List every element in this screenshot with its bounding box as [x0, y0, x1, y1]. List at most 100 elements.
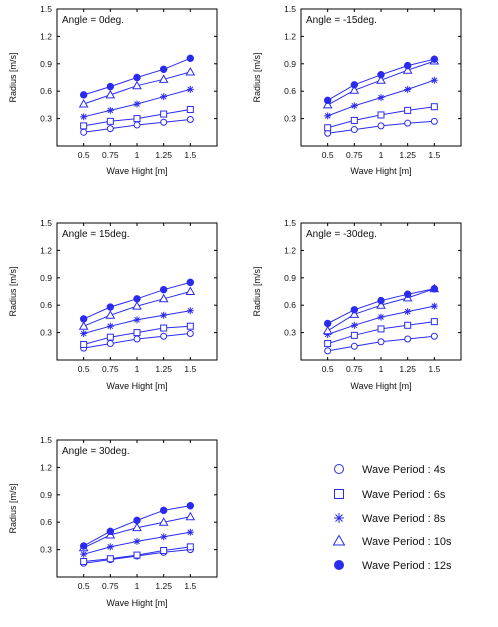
chart-title: Angle = 0deg.: [62, 15, 124, 26]
series-asterisk: [80, 85, 194, 121]
data-point: [106, 527, 115, 536]
y-tick-label: 0.9: [284, 59, 296, 69]
series-circle-filled: [323, 55, 439, 105]
x-tick-label: 1.25: [155, 364, 172, 374]
series-asterisk: [324, 76, 438, 120]
data-point: [350, 342, 358, 350]
data-point: [79, 91, 88, 99]
data-point: [350, 102, 358, 110]
series-square-open: [324, 103, 438, 132]
data-point: [78, 321, 89, 330]
data-point: [186, 105, 194, 113]
series-circle-filled: [79, 502, 195, 550]
data-point: [106, 125, 114, 133]
x-tick-label: 0.75: [346, 364, 363, 374]
axis-ticks: 0.5 0.75 1 1.25 1.5 0.3 0.6 0.9 1.2 1.5: [284, 4, 461, 160]
data-point: [80, 557, 88, 565]
data-point: [324, 340, 332, 348]
data-point: [158, 74, 169, 83]
data-point: [133, 115, 141, 123]
data-point: [430, 55, 439, 63]
data-point: [133, 537, 141, 545]
y-tick-label: 0.6: [40, 86, 52, 96]
data-point: [80, 330, 88, 338]
series-layer: [78, 278, 196, 352]
y-tick-label: 1.5: [284, 218, 296, 228]
data-point: [324, 347, 332, 355]
legend-item-6s: Wave Period : 6s: [334, 489, 446, 501]
data-point: [158, 517, 169, 526]
series-asterisk: [324, 302, 438, 338]
y-tick-label: 0.9: [284, 273, 296, 283]
series-circle-open: [80, 330, 194, 352]
chart-angle-30: Angle = 30deg. Radius [m/s] Wave Hight […: [8, 435, 218, 608]
data-point: [324, 124, 332, 132]
y-tick-label: 1.2: [284, 31, 296, 41]
x-tick-label: 0.75: [102, 581, 119, 591]
legend-label: Wave Period : 4s: [362, 464, 446, 476]
x-tick-label: 0.5: [78, 364, 90, 374]
x-tick-label: 1.5: [184, 364, 196, 374]
x-tick-label: 1: [379, 364, 384, 374]
data-point: [430, 285, 439, 293]
chart-title: Angle = 15deg.: [62, 229, 130, 240]
data-point: [133, 316, 141, 324]
data-point: [430, 76, 438, 84]
data-point: [79, 542, 88, 550]
legend-item-12s: Wave Period : 12s: [334, 560, 452, 572]
data-point: [160, 311, 168, 319]
data-point: [377, 94, 385, 102]
legend-item-8s: Wave Period : 8s: [334, 513, 446, 525]
data-point: [324, 112, 332, 120]
data-point: [132, 522, 142, 532]
data-point: [377, 296, 385, 305]
data-point: [106, 106, 114, 114]
data-point: [186, 85, 194, 93]
data-point: [350, 126, 358, 134]
data-point: [350, 306, 359, 314]
data-point: [132, 301, 142, 310]
chart-angle-0: Angle = 0deg. Radius [m/s] Wave Hight [m…: [8, 4, 218, 176]
data-point: [160, 533, 168, 541]
data-point: [430, 117, 438, 125]
data-point: [159, 506, 168, 515]
legend-label: Wave Period : 10s: [362, 536, 452, 548]
x-axis-label: Wave Hight [m]: [106, 598, 167, 608]
data-point: [403, 61, 412, 70]
y-tick-label: 0.6: [40, 300, 52, 310]
x-tick-label: 1: [135, 581, 140, 591]
chart-angle-minus-30: Angle = -30deg. Radius [m/s] Wave Hight …: [252, 218, 462, 391]
data-point: [133, 516, 141, 525]
legend-label: Wave Period : 12s: [362, 560, 452, 572]
y-tick-label: 0.9: [40, 490, 52, 500]
legend-label: Wave Period : 6s: [362, 489, 446, 501]
data-point: [133, 335, 141, 343]
series-triangle-open: [78, 67, 196, 108]
data-point: [323, 319, 332, 328]
data-point: [80, 128, 88, 136]
series-layer: [322, 283, 440, 355]
data-point: [403, 290, 412, 298]
series-circle-filled: [79, 54, 195, 99]
x-tick-label: 1.5: [428, 364, 440, 374]
chart-angle-15: Angle = 15deg. Radius [m/s] Wave Hight […: [8, 218, 218, 391]
data-point: [158, 293, 169, 303]
data-point: [186, 330, 194, 338]
series-circle-open: [80, 116, 194, 136]
data-point: [105, 310, 116, 319]
data-point: [430, 103, 438, 111]
data-point: [160, 547, 168, 555]
legend: Wave Period : 4s Wave Period : 6s Wave P…: [332, 464, 452, 572]
x-tick-label: 1.5: [184, 581, 196, 591]
y-tick-label: 0.9: [40, 59, 52, 69]
y-tick-label: 1.5: [284, 4, 296, 14]
series-square-open: [80, 543, 194, 565]
circle-filled-icon: [334, 560, 344, 570]
y-tick-label: 0.3: [40, 328, 52, 338]
x-tick-label: 1.25: [399, 150, 416, 160]
data-point: [160, 324, 168, 332]
x-tick-label: 1.5: [184, 150, 196, 160]
y-tick-label: 0.6: [40, 517, 52, 527]
data-point: [402, 65, 413, 74]
